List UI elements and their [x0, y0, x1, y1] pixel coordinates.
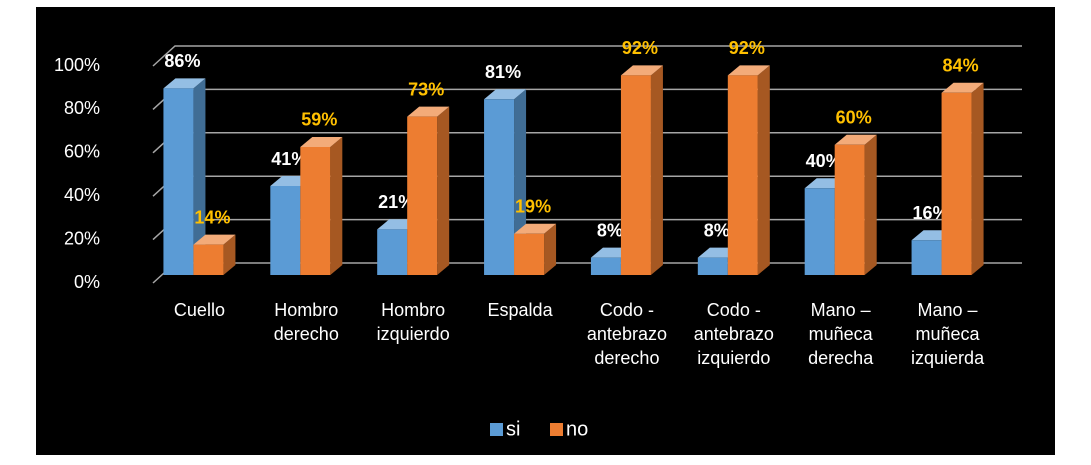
- data-label: 84%: [943, 55, 979, 75]
- bar-face: [300, 136, 343, 147]
- legend-label: no: [566, 418, 588, 440]
- data-label: 73%: [408, 79, 444, 99]
- bar-face: [484, 89, 527, 100]
- data-label: 59%: [301, 110, 337, 130]
- x-tick-label: Cuello: [173, 300, 225, 320]
- bar-face: [757, 65, 770, 275]
- bar-face: [941, 92, 972, 275]
- x-tick-label: Mano – muñeca derecha: [808, 300, 874, 368]
- bar: [163, 78, 206, 275]
- bar-face: [697, 257, 728, 275]
- bar-face: [804, 188, 835, 275]
- bar: [834, 134, 877, 275]
- grid-line: [152, 45, 1022, 67]
- data-label: 81%: [485, 62, 521, 82]
- bar-face: [834, 134, 877, 145]
- bar-face: [727, 75, 758, 275]
- data-label: 92%: [729, 38, 765, 58]
- data-label: 19%: [515, 197, 551, 217]
- data-label: 41%: [271, 149, 307, 169]
- x-tick-label: Espalda: [487, 300, 553, 320]
- legend-swatch: [550, 423, 563, 436]
- bar-face: [514, 233, 545, 275]
- bar-face: [911, 240, 942, 275]
- bar-face: [620, 75, 651, 275]
- bar-face: [300, 146, 331, 275]
- bar-face: [193, 244, 224, 275]
- bar: [727, 65, 770, 275]
- bar: [514, 223, 557, 275]
- x-tick-label: Codo - antebrazo izquierdo: [693, 300, 774, 368]
- data-label: 14%: [194, 207, 230, 227]
- bar-face: [864, 134, 877, 275]
- bar-face: [650, 65, 663, 275]
- bar: [193, 234, 236, 275]
- legend-label: si: [506, 418, 520, 440]
- bar-face: [437, 106, 450, 275]
- bar-face: [270, 186, 301, 275]
- data-label: 40%: [806, 151, 842, 171]
- bar-face: [407, 106, 450, 117]
- bar-face: [407, 116, 438, 275]
- data-label: 86%: [164, 51, 200, 71]
- data-label: 21%: [378, 192, 414, 212]
- data-label: 16%: [913, 203, 949, 223]
- bar-face: [330, 136, 343, 275]
- bar-face: [544, 223, 557, 275]
- y-tick-label: 60%: [64, 142, 100, 162]
- bar-face: [620, 65, 663, 76]
- data-label: 8%: [597, 220, 623, 240]
- y-tick-label: 20%: [64, 228, 100, 248]
- x-tick-label: Mano – muñeca izquierda: [911, 300, 985, 368]
- bar-face: [193, 234, 236, 245]
- bar-face: [193, 78, 206, 275]
- bar: [941, 82, 984, 275]
- y-tick-label: 100%: [54, 55, 100, 75]
- y-tick-label: 80%: [64, 98, 100, 118]
- y-tick-label: 40%: [64, 185, 100, 205]
- bar: [620, 65, 663, 275]
- bar-face: [514, 223, 557, 234]
- bar-face: [834, 144, 865, 275]
- x-tick-label: Codo - antebrazo derecho: [586, 300, 667, 368]
- bar-face: [971, 82, 984, 275]
- bar: [407, 106, 450, 275]
- bar-face: [223, 234, 236, 275]
- bar-face: [727, 65, 770, 76]
- bar-face: [377, 229, 408, 275]
- data-label: 92%: [622, 38, 658, 58]
- bar-face: [163, 78, 206, 89]
- bar-face: [590, 257, 621, 275]
- bar-face: [484, 99, 515, 275]
- data-label: 8%: [704, 220, 730, 240]
- y-tick-label: 0%: [74, 272, 100, 292]
- grid-line: [152, 88, 1022, 110]
- x-tick-label: Hombro izquierdo: [376, 300, 450, 344]
- bar-face: [941, 82, 984, 93]
- legend-swatch: [490, 423, 503, 436]
- x-tick-label: Hombro derecho: [273, 300, 339, 344]
- bar: [300, 136, 343, 275]
- data-label: 60%: [836, 108, 872, 128]
- bar-face: [163, 88, 194, 275]
